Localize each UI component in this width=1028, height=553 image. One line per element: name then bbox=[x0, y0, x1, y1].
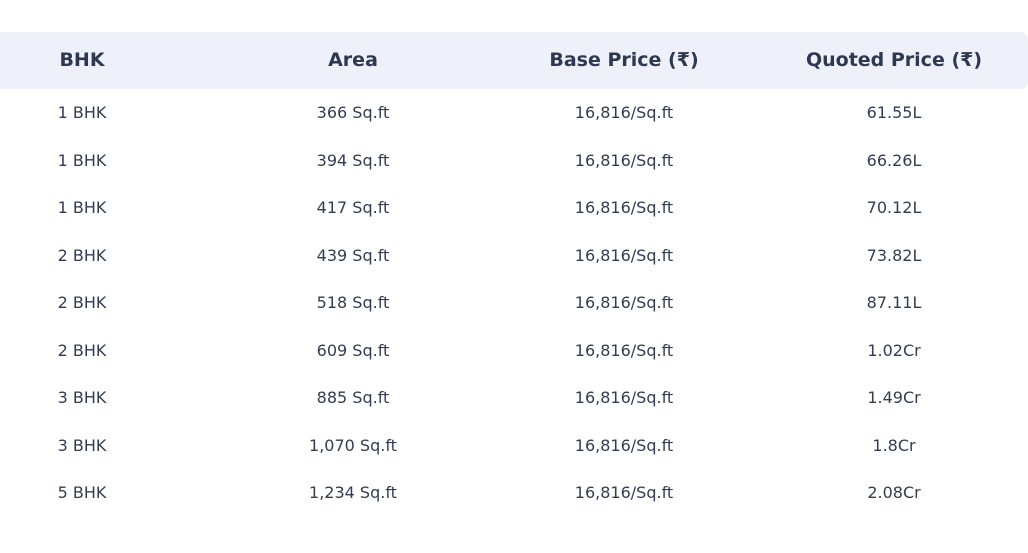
table-row: 2 BHK 518 Sq.ft 16,816/Sq.ft 87.11L bbox=[0, 279, 1028, 327]
table-row: 2 BHK 609 Sq.ft 16,816/Sq.ft 1.02Cr bbox=[0, 327, 1028, 375]
cell-area: 394 Sq.ft bbox=[316, 150, 390, 170]
cell-area: 885 Sq.ft bbox=[316, 388, 390, 407]
table-row: 3 BHK 1,070 Sq.ft 16,816/Sq.ft 1.8Cr bbox=[0, 422, 1028, 470]
header-base-price: Base Price (₹) bbox=[549, 49, 699, 71]
cell-area: 439 Sq.ft bbox=[316, 245, 390, 265]
cell-bhk: 2 BHK bbox=[57, 340, 107, 360]
cell-bhk: 3 BHK bbox=[57, 388, 107, 407]
cell-base-price: 16,816/Sq.ft bbox=[574, 245, 674, 265]
price-table: BHK Area Base Price (₹) Quoted Price (₹)… bbox=[0, 32, 1028, 502]
cell-bhk: 2 BHK bbox=[57, 245, 107, 265]
cell-bhk: 3 BHK bbox=[57, 435, 107, 455]
cell-area: 417 Sq.ft bbox=[316, 198, 390, 217]
cell-bhk: 1 BHK bbox=[57, 198, 107, 217]
cell-base-price: 16,816/Sq.ft bbox=[574, 293, 674, 312]
cell-bhk: 5 BHK bbox=[57, 483, 107, 502]
cell-bhk: 1 BHK bbox=[57, 103, 107, 122]
cell-quoted-price: 70.12L bbox=[866, 198, 922, 217]
cell-quoted-price: 66.26L bbox=[866, 150, 922, 170]
cell-quoted-price: 2.08Cr bbox=[867, 483, 921, 502]
cell-area: 518 Sq.ft bbox=[316, 293, 390, 312]
table-row: 1 BHK 366 Sq.ft 16,816/Sq.ft 61.55L bbox=[0, 89, 1028, 137]
cell-quoted-price: 61.55L bbox=[866, 103, 922, 122]
cell-quoted-price: 87.11L bbox=[866, 293, 922, 312]
cell-bhk: 2 BHK bbox=[57, 293, 107, 312]
cell-area: 1,234 Sq.ft bbox=[309, 483, 397, 502]
table-row: 1 BHK 394 Sq.ft 16,816/Sq.ft 66.26L bbox=[0, 137, 1028, 185]
cell-base-price: 16,816/Sq.ft bbox=[574, 340, 674, 360]
cell-quoted-price: 1.8Cr bbox=[872, 435, 916, 455]
cell-quoted-price: 1.02Cr bbox=[867, 340, 921, 360]
header-quoted-price: Quoted Price (₹) bbox=[805, 49, 983, 71]
cell-area: 609 Sq.ft bbox=[316, 340, 390, 360]
cell-bhk: 1 BHK bbox=[57, 150, 107, 170]
table-row: 2 BHK 439 Sq.ft 16,816/Sq.ft 73.82L bbox=[0, 232, 1028, 280]
cell-base-price: 16,816/Sq.ft bbox=[574, 483, 674, 502]
cell-quoted-price: 1.49Cr bbox=[867, 388, 921, 407]
cell-area: 366 Sq.ft bbox=[316, 103, 390, 122]
cell-base-price: 16,816/Sq.ft bbox=[574, 388, 674, 407]
table-row: 1 BHK 417 Sq.ft 16,816/Sq.ft 70.12L bbox=[0, 184, 1028, 232]
table-row: 3 BHK 885 Sq.ft 16,816/Sq.ft 1.49Cr bbox=[0, 374, 1028, 422]
header-area: Area bbox=[328, 49, 378, 71]
header-bhk: BHK bbox=[59, 49, 105, 71]
cell-quoted-price: 73.82L bbox=[866, 245, 922, 265]
cell-base-price: 16,816/Sq.ft bbox=[574, 150, 674, 170]
table-header-row: BHK Area Base Price (₹) Quoted Price (₹) bbox=[0, 32, 1028, 89]
cell-base-price: 16,816/Sq.ft bbox=[574, 103, 674, 122]
cell-area: 1,070 Sq.ft bbox=[309, 435, 397, 455]
table-row: 5 BHK 1,234 Sq.ft 16,816/Sq.ft 2.08Cr bbox=[0, 469, 1028, 517]
cell-base-price: 16,816/Sq.ft bbox=[574, 198, 674, 217]
cell-base-price: 16,816/Sq.ft bbox=[574, 435, 674, 455]
